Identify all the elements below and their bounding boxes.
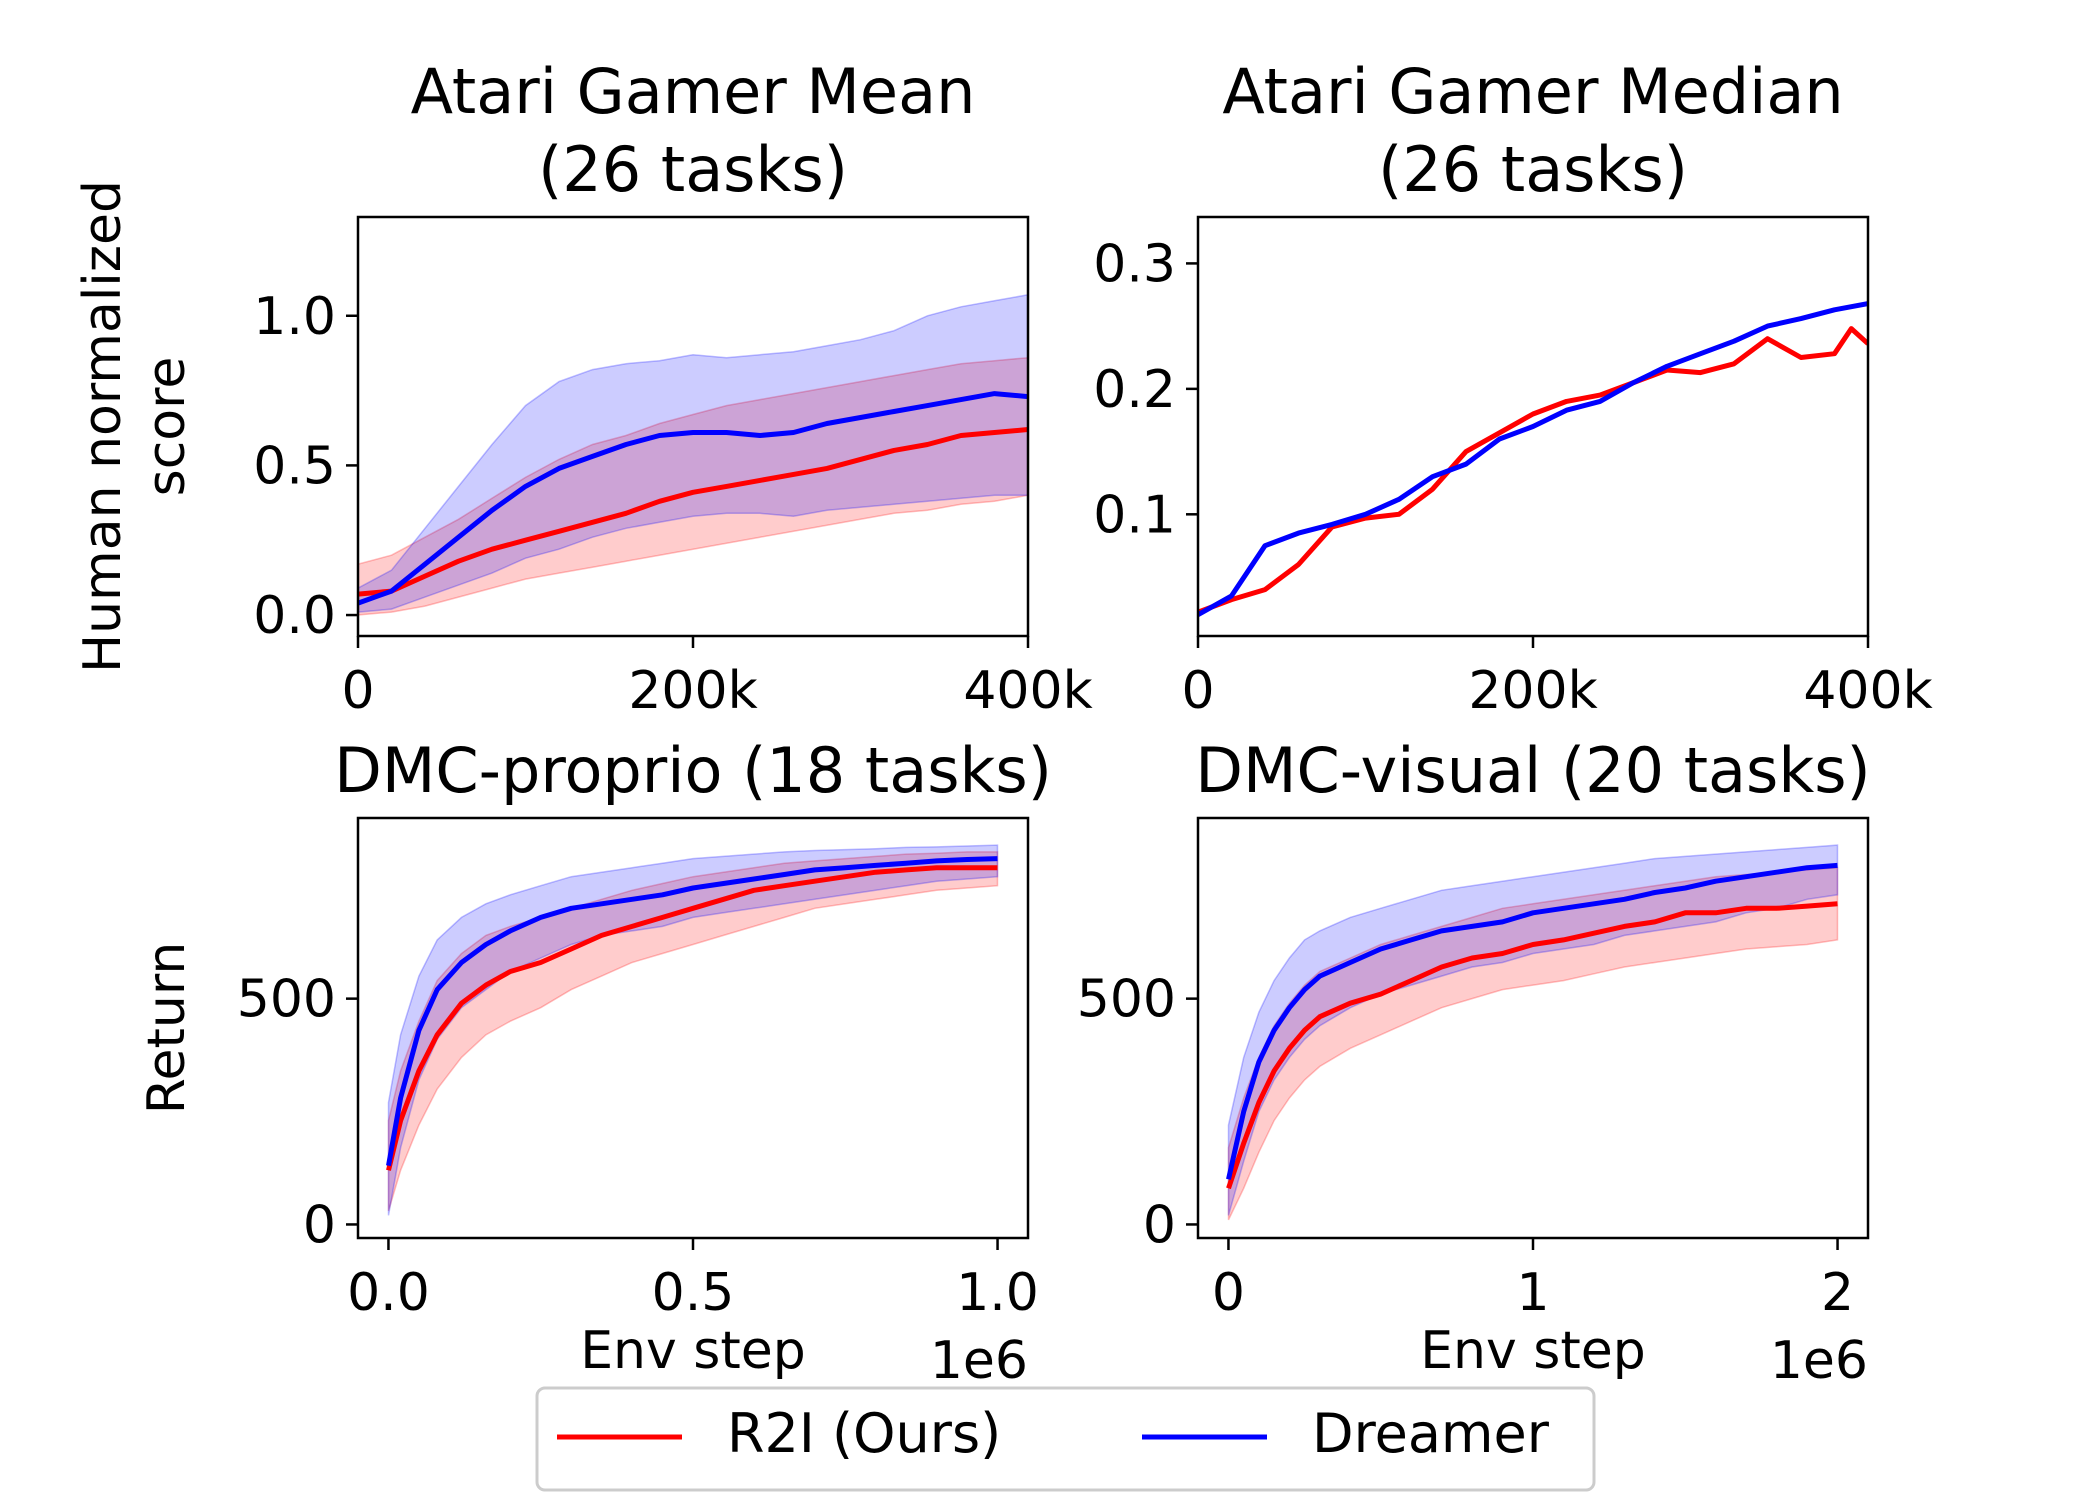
line-dmc-proprio-r2i: [386, 865, 998, 1171]
y-tick-label-atari-mean: 0.5: [253, 436, 336, 496]
title-dmc-proprio: DMC-proprio (18 tasks): [334, 734, 1052, 807]
title-dmc-visual: DMC-visual (20 tasks): [1195, 734, 1870, 807]
y-axis-label-atari-mean: Human normalized: [73, 180, 133, 673]
y-tick-label-dmc-proprio: 500: [237, 970, 336, 1030]
y-axis-label-dmc-proprio: Return: [137, 942, 197, 1115]
x-axis-label-dmc-visual: Env step: [1420, 1321, 1646, 1381]
band-dmc-visual-r2i: [1227, 866, 1839, 1221]
legend-frame: [535, 1386, 1596, 1492]
legend: R2I (Ours) Dreamer: [535, 1386, 1596, 1492]
y-tick-label-dmc-proprio: 0: [303, 1195, 336, 1255]
band-atari-mean-dreamer: [358, 294, 1028, 613]
offset-text-dmc-visual: 1e6: [1770, 1331, 1868, 1391]
x-tick-label-dmc-proprio: 0.5: [652, 1263, 735, 1323]
x-axis-label-dmc-proprio: Env step: [580, 1321, 806, 1381]
x-tick-label-atari-median: 0: [1181, 661, 1214, 721]
band-atari-mean-r2i: [358, 356, 1028, 616]
plot-area-atari-median: [1198, 301, 1868, 617]
legend-label-dreamer: Dreamer: [1312, 1402, 1550, 1465]
x-tick-label-atari-mean: 400k: [963, 661, 1092, 721]
panel-dmc-proprio: 0.0 0.5 1.0 0 500 DMC-proprio (18 tasks) Env s…: [137, 734, 1052, 1391]
band-dmc-visual-dreamer: [1227, 844, 1839, 1216]
line-atari-median-dreamer: [1198, 301, 1868, 617]
legend-label-r2i: R2I (Ours): [727, 1402, 1001, 1465]
y-tick-label-atari-mean: 0.0: [253, 586, 336, 646]
line-dmc-proprio-dreamer: [386, 856, 998, 1167]
title-atari-mean: (26 tasks): [538, 133, 848, 206]
offset-text-dmc-proprio: 1e6: [930, 1331, 1028, 1391]
x-tick-label-atari-mean: 200k: [628, 661, 757, 721]
x-tick-label-dmc-visual: 2: [1821, 1263, 1854, 1323]
y-tick-label-atari-median: 0.3: [1093, 234, 1176, 294]
panel-atari-median: 0 200k 400k 0.1 0.2 0.3 Atari Gamer Median(26 …: [1093, 55, 1932, 721]
y-tick-label-dmc-visual: 500: [1077, 970, 1176, 1030]
title-atari-median: (26 tasks): [1378, 133, 1688, 206]
x-tick-label-dmc-proprio: 1.0: [956, 1263, 1039, 1323]
panel-dmc-visual: 0 1 2 0 500 DMC-visual (20 tasks) Env step 1e6: [1077, 734, 1871, 1391]
title-atari-mean: Atari Gamer Mean: [411, 55, 976, 128]
x-tick-label-atari-median: 200k: [1468, 661, 1597, 721]
y-tick-label-dmc-visual: 0: [1143, 1195, 1176, 1255]
x-tick-label-atari-mean: 0: [341, 661, 374, 721]
x-tick-label-dmc-visual: 0: [1212, 1263, 1245, 1323]
plot-area-dmc-visual: [1226, 844, 1839, 1221]
x-tick-label-dmc-proprio: 0.0: [347, 1263, 430, 1323]
title-atari-median: Atari Gamer Median: [1222, 55, 1843, 128]
line-atari-mean-dreamer: [358, 391, 1028, 606]
x-tick-label-atari-median: 400k: [1803, 661, 1932, 721]
y-axis-label-atari-mean: score: [137, 357, 197, 497]
plot-area-dmc-proprio: [386, 844, 999, 1216]
band-dmc-proprio-dreamer: [387, 844, 999, 1216]
panel-atari-mean: 0 200k 400k 0.0 0.5 1.0 Atari Gamer Mean(26 ta…: [73, 55, 1093, 721]
plot-area-atari-mean: [358, 294, 1028, 616]
line-dmc-visual-r2i: [1226, 901, 1838, 1190]
line-dmc-visual-dreamer: [1226, 862, 1838, 1180]
y-tick-label-atari-mean: 1.0: [253, 287, 336, 347]
y-tick-label-atari-median: 0.1: [1093, 485, 1176, 545]
line-atari-mean-r2i: [358, 427, 1028, 597]
x-tick-label-dmc-visual: 1: [1516, 1263, 1549, 1323]
y-tick-label-atari-median: 0.2: [1093, 360, 1176, 420]
line-atari-median-r2i: [1198, 326, 1868, 615]
